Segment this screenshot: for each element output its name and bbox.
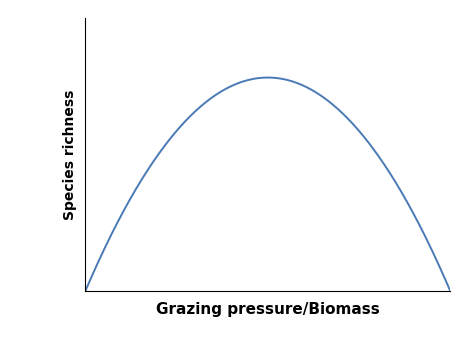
Y-axis label: Species richness: Species richness (63, 89, 77, 220)
X-axis label: Grazing pressure/Biomass: Grazing pressure/Biomass (156, 302, 380, 317)
